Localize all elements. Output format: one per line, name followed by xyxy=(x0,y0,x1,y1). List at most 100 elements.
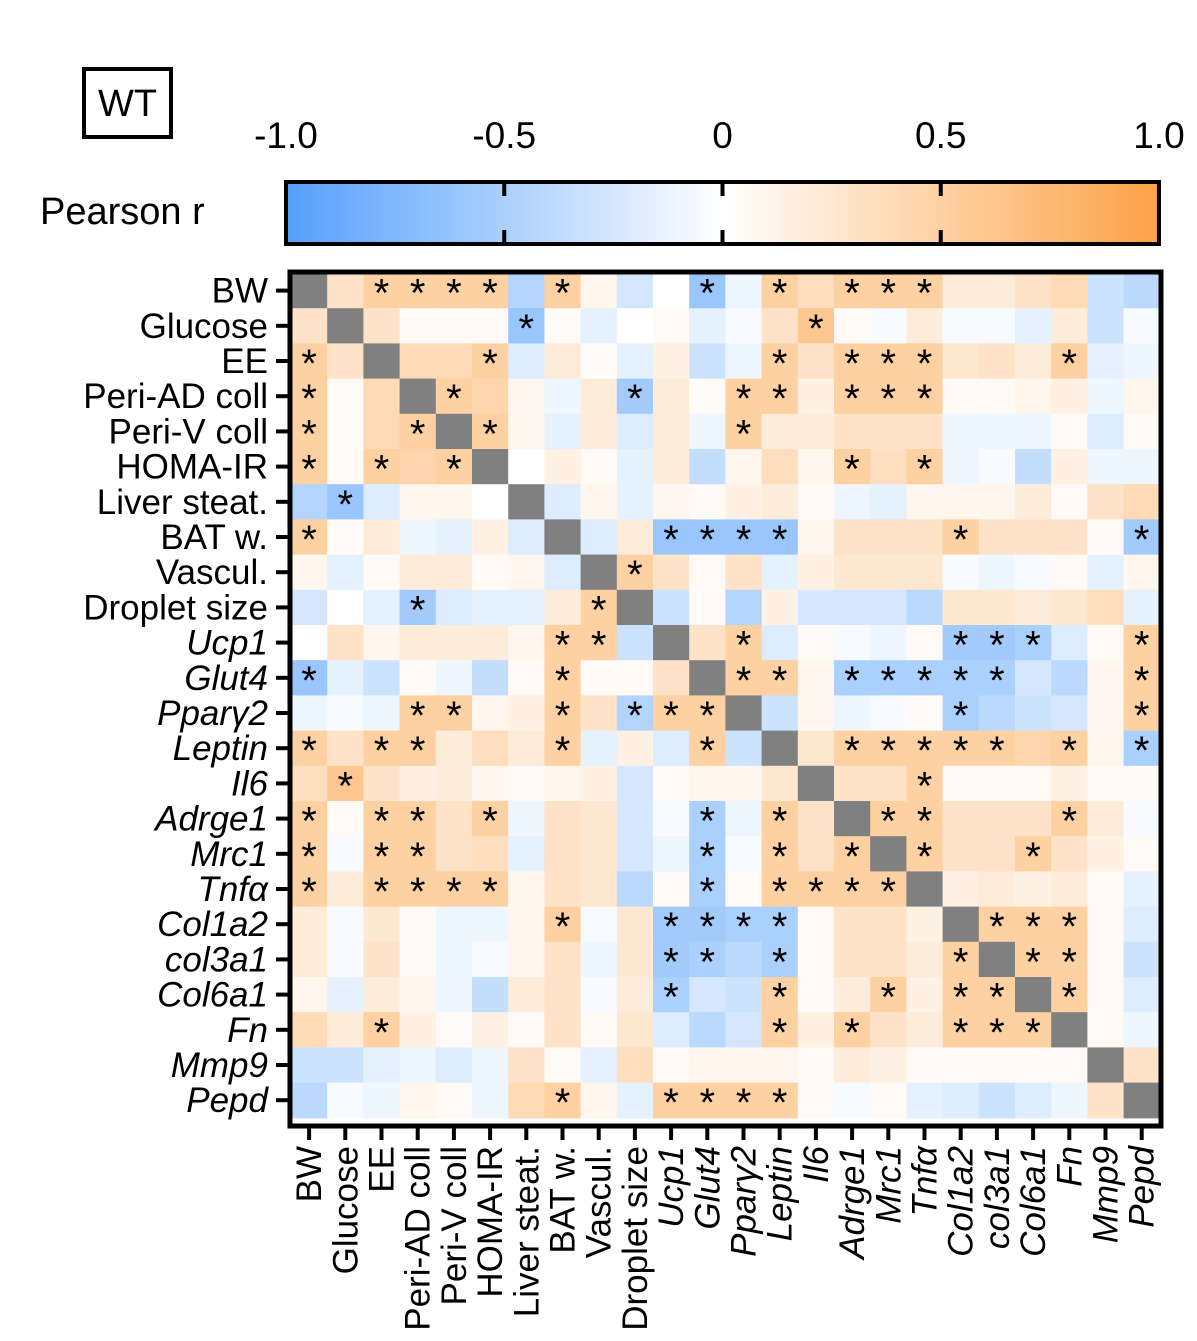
heatmap-cell xyxy=(363,695,401,732)
significance-star: * xyxy=(844,870,860,914)
significance-star: * xyxy=(591,624,607,668)
heatmap-cell xyxy=(399,730,437,767)
heatmap-cell xyxy=(1087,941,1125,978)
significance-star: * xyxy=(736,624,752,668)
row-label: Col6a1 xyxy=(157,976,268,1015)
heatmap-cell xyxy=(1123,695,1161,732)
heatmap-cell xyxy=(327,695,364,732)
heatmap-cell xyxy=(544,730,582,767)
heatmap-cell xyxy=(435,273,473,309)
heatmap-cell xyxy=(580,554,618,591)
heatmap-cell xyxy=(508,801,545,837)
heatmap-cell xyxy=(399,836,437,872)
heatmap-cell xyxy=(797,871,835,908)
heatmap-cell xyxy=(761,343,799,380)
heatmap-cell xyxy=(544,1012,582,1048)
significance-star: * xyxy=(989,976,1005,1020)
heatmap-cell xyxy=(1015,625,1052,661)
heatmap-cell xyxy=(761,484,799,520)
heatmap-cell xyxy=(978,343,1016,380)
heatmap-cell xyxy=(797,1082,835,1119)
heatmap-cell xyxy=(580,625,618,661)
heatmap-cell xyxy=(689,1082,726,1119)
heatmap-cell xyxy=(834,695,871,732)
heatmap-cell xyxy=(616,413,654,450)
significance-star: * xyxy=(700,729,716,773)
row-label: Peri-V coll xyxy=(109,412,268,451)
significance-star: * xyxy=(700,870,716,914)
significance-star: * xyxy=(663,1081,679,1125)
significance-star: * xyxy=(917,342,933,386)
heatmap-cell xyxy=(942,449,980,485)
heatmap-cell xyxy=(725,378,763,415)
heatmap-cell xyxy=(435,519,473,556)
significance-star: * xyxy=(844,729,860,773)
row-label: HOMA-IR xyxy=(116,448,268,487)
heatmap-cell xyxy=(291,977,328,1013)
heatmap-cell xyxy=(725,273,763,309)
heatmap-cell xyxy=(616,801,654,837)
heatmap-cell xyxy=(797,660,835,696)
heatmap-cell xyxy=(978,519,1016,556)
heatmap-cell xyxy=(906,378,944,415)
heatmap-cell xyxy=(616,941,654,978)
significance-star: * xyxy=(881,659,897,703)
significance-star: * xyxy=(482,272,498,316)
significance-star: * xyxy=(374,729,390,773)
significance-star: * xyxy=(772,940,788,984)
heatmap-cell xyxy=(870,378,907,415)
column-label: Pparγ2 xyxy=(725,1146,764,1257)
heatmap-cell xyxy=(1015,413,1052,450)
heatmap-cell xyxy=(544,871,582,908)
significance-star: * xyxy=(917,448,933,492)
significance-star: * xyxy=(700,272,716,316)
heatmap-cell xyxy=(291,1047,328,1084)
row-label: Adrge1 xyxy=(153,800,268,839)
heatmap-cell xyxy=(1015,1047,1052,1084)
heatmap-cell xyxy=(327,941,364,978)
heatmap-cell xyxy=(978,589,1016,626)
heatmap-cell xyxy=(653,801,690,837)
heatmap-cell xyxy=(508,906,545,943)
significance-star: * xyxy=(772,870,788,914)
significance-star: * xyxy=(917,659,933,703)
heatmap-cell xyxy=(435,589,473,626)
heatmap-cell xyxy=(363,413,401,450)
heatmap-cell xyxy=(1123,730,1161,767)
significance-star: * xyxy=(700,800,716,844)
heatmap-cell xyxy=(834,343,871,380)
heatmap-cell xyxy=(870,554,907,591)
heatmap-cell xyxy=(653,554,690,591)
significance-star: * xyxy=(953,1011,969,1055)
heatmap-cell xyxy=(1015,730,1052,767)
heatmap-cell xyxy=(472,730,509,767)
heatmap-cell xyxy=(291,554,328,591)
heatmap-cell xyxy=(1123,941,1161,978)
significance-star: * xyxy=(772,976,788,1020)
heatmap-cell xyxy=(906,1012,944,1048)
heatmap-cell xyxy=(834,1047,871,1084)
heatmap-cell xyxy=(616,343,654,380)
heatmap-cell xyxy=(508,554,545,591)
significance-star: * xyxy=(953,729,969,773)
heatmap-cell xyxy=(761,871,799,908)
heatmap-cell xyxy=(580,1012,618,1048)
heatmap-cell xyxy=(580,730,618,767)
heatmap-cell xyxy=(472,519,509,556)
significance-star: * xyxy=(881,870,897,914)
heatmap-cell xyxy=(1087,765,1125,802)
heatmap-cell xyxy=(399,1047,437,1084)
heatmap-cell xyxy=(291,625,328,661)
heatmap-cell xyxy=(1123,836,1161,872)
heatmap-cell xyxy=(725,660,763,696)
heatmap-cell xyxy=(978,977,1016,1013)
heatmap-cell xyxy=(1015,660,1052,696)
column-label: Mrc1 xyxy=(869,1146,908,1224)
heatmap-cell xyxy=(291,308,328,344)
heatmap-cell xyxy=(761,308,799,344)
heatmap-cell xyxy=(508,1082,545,1119)
heatmap-cell xyxy=(797,343,835,380)
significance-star: * xyxy=(1062,905,1078,949)
heatmap-cell xyxy=(689,554,726,591)
significance-star: * xyxy=(555,729,571,773)
